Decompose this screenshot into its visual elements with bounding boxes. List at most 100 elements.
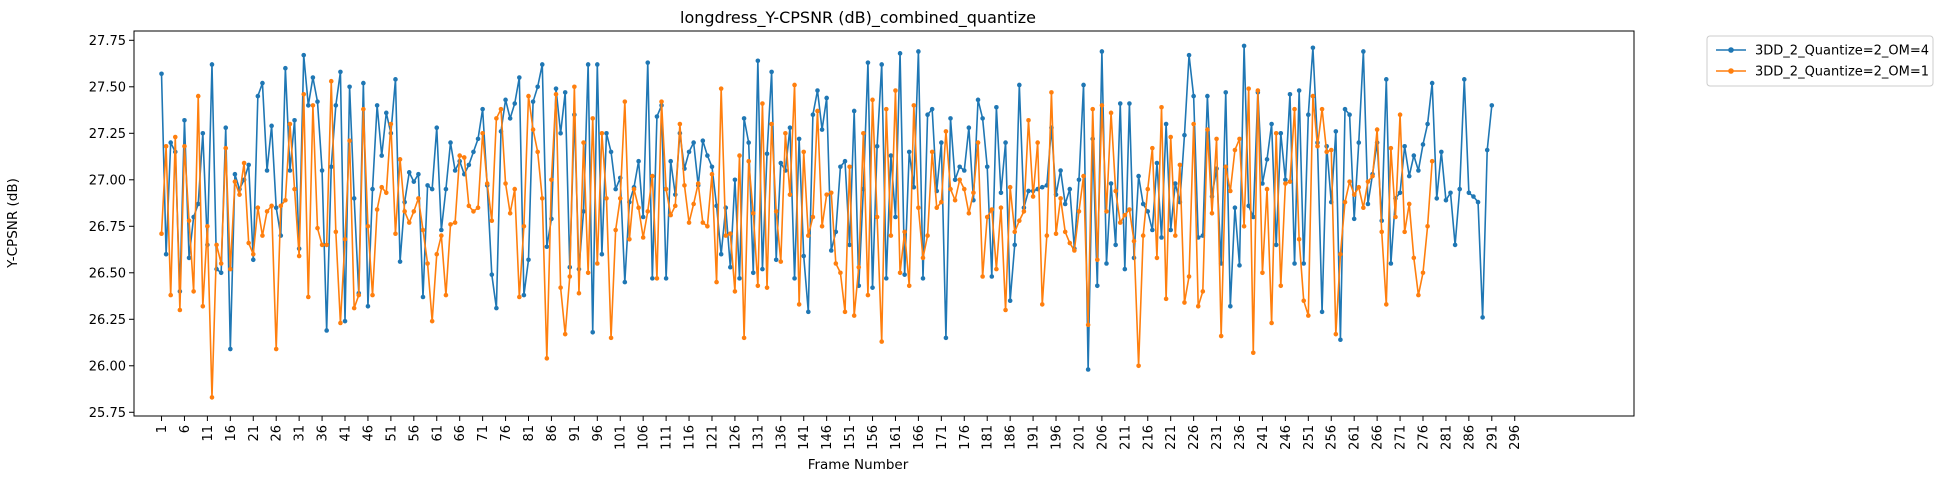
- data-point: [1461, 77, 1467, 82]
- data-point: [1081, 82, 1086, 88]
- data-point: [599, 251, 605, 257]
- data-point: [1090, 106, 1096, 112]
- data-point: [269, 203, 274, 209]
- data-point: [906, 283, 912, 289]
- data-point: [503, 97, 508, 103]
- data-point: [838, 164, 843, 170]
- y-tick-label: 27.75: [89, 34, 126, 49]
- data-point: [186, 255, 192, 261]
- data-point: [1214, 136, 1219, 142]
- data-point: [558, 130, 563, 136]
- data-point: [379, 184, 385, 190]
- data-point: [1241, 223, 1247, 229]
- data-point: [1342, 106, 1348, 112]
- data-point: [576, 290, 582, 296]
- data-point: [595, 261, 600, 266]
- data-point: [1255, 88, 1261, 93]
- data-point: [737, 153, 742, 158]
- data-point: [663, 186, 669, 192]
- data-point: [1099, 49, 1105, 54]
- data-point: [1356, 184, 1362, 190]
- data-point: [1264, 157, 1270, 162]
- data-point: [278, 203, 284, 209]
- data-point: [1085, 367, 1091, 372]
- data-point: [489, 272, 495, 277]
- data-point: [1420, 142, 1426, 147]
- data-point: [631, 186, 637, 192]
- data-point: [796, 136, 802, 142]
- data-point: [650, 173, 655, 179]
- data-point: [1026, 117, 1031, 123]
- data-point: [806, 309, 811, 315]
- data-point: [333, 229, 339, 235]
- data-point: [195, 201, 201, 207]
- data-point: [902, 229, 907, 235]
- data-point: [186, 218, 192, 224]
- data-point: [1448, 190, 1453, 196]
- data-point: [1035, 140, 1040, 145]
- data-point: [1012, 242, 1018, 248]
- data-point: [342, 318, 348, 324]
- data-point: [691, 140, 696, 145]
- data-point: [1273, 242, 1279, 248]
- legend-label-om1: 3DD_2_Quantize=2_OM=1: [1755, 65, 1929, 80]
- data-point: [159, 71, 164, 77]
- x-tick-label: 26: [270, 425, 285, 442]
- data-point: [861, 130, 866, 136]
- data-point: [1361, 49, 1366, 54]
- data-point: [1117, 220, 1123, 225]
- data-point: [393, 231, 398, 237]
- data-point: [1429, 158, 1435, 164]
- data-point: [443, 292, 449, 298]
- data-point: [737, 276, 742, 281]
- data-point: [911, 184, 917, 190]
- y-axis-title: Y-CPSNR (dB): [5, 178, 21, 269]
- data-point: [365, 303, 371, 309]
- data-point: [833, 261, 839, 266]
- data-point: [319, 168, 325, 173]
- data-point: [1062, 201, 1068, 207]
- data-point: [1228, 188, 1233, 194]
- data-point: [778, 160, 784, 166]
- data-point: [617, 196, 623, 201]
- data-point: [292, 186, 297, 192]
- x-axis: 1 6 11 16 21 26 31 36 41 46 51 56 61 66 71 76 81 86 91 96 10…: [155, 416, 1523, 450]
- plot-frame: [133, 30, 1635, 417]
- data-point: [705, 223, 710, 229]
- data-point: [1218, 333, 1224, 339]
- data-point: [732, 289, 738, 294]
- data-point: [1434, 196, 1440, 201]
- data-point: [1292, 261, 1297, 266]
- data-point: [1420, 270, 1426, 276]
- x-tick-label: 11: [201, 425, 216, 442]
- data-point: [1232, 147, 1238, 153]
- data-point: [998, 190, 1004, 196]
- data-point: [301, 91, 307, 97]
- data-point: [507, 116, 513, 121]
- data-point: [1278, 130, 1284, 136]
- data-point: [663, 276, 669, 281]
- data-point: [228, 346, 233, 352]
- x-tick-label: 176: [958, 425, 973, 450]
- series-1: [159, 43, 1495, 372]
- data-point: [865, 292, 871, 298]
- data-point: [425, 261, 430, 266]
- data-point: [1310, 45, 1316, 51]
- y-tick-label: 26.75: [89, 220, 126, 235]
- data-point: [287, 121, 293, 127]
- data-point: [306, 103, 311, 108]
- data-point: [168, 140, 173, 145]
- data-point: [416, 171, 421, 177]
- data-point: [773, 257, 779, 263]
- data-point: [182, 144, 187, 149]
- data-point: [1333, 331, 1339, 337]
- data-point: [1452, 242, 1458, 248]
- data-point: [461, 155, 467, 160]
- data-point: [411, 179, 417, 184]
- data-point: [645, 60, 651, 65]
- data-point: [503, 181, 508, 186]
- data-point: [1039, 302, 1045, 307]
- data-point: [718, 251, 724, 257]
- data-point: [1205, 93, 1210, 99]
